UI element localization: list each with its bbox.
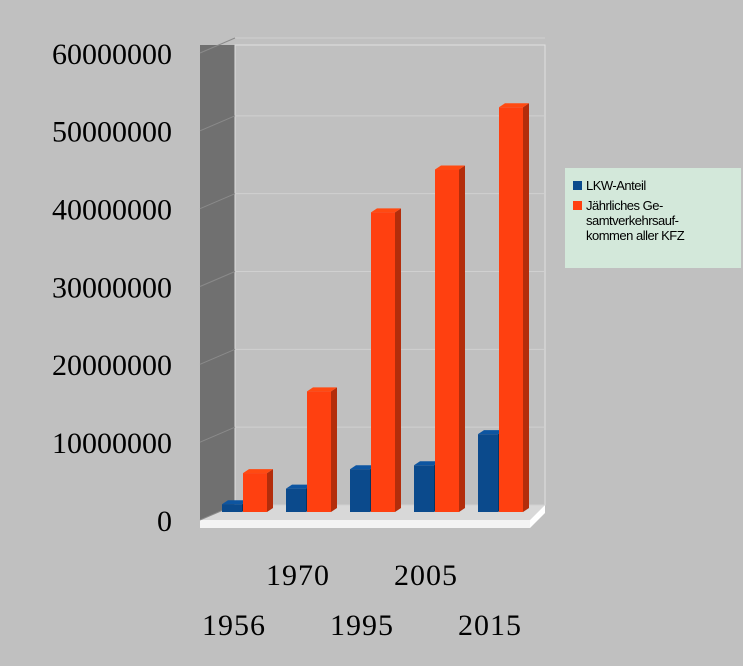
bar-side [459, 165, 465, 513]
grid-line [199, 271, 236, 287]
bar [222, 504, 242, 512]
bar [499, 107, 523, 513]
bar [307, 391, 331, 512]
bar-top [499, 103, 529, 108]
bar-side [331, 387, 337, 512]
grid-line [199, 426, 236, 443]
legend-swatch [573, 201, 582, 210]
y-tick-label: 0 [157, 505, 172, 538]
grid-line [199, 348, 236, 365]
legend-label: Jährliches Ge-samtverkehrsauf-kommen all… [586, 198, 685, 243]
legend-label: LKW-Anteil [586, 178, 646, 193]
bar-top [371, 208, 401, 213]
x-tick-label: 1956 [202, 609, 266, 642]
y-tick-label: 60000000 [52, 38, 172, 71]
bar-top [286, 484, 312, 489]
legend-swatch [573, 181, 582, 190]
bar [478, 434, 498, 512]
side-wall [200, 45, 235, 520]
legend: LKW-Anteil Jährliches Ge-samtverkehrsauf-… [565, 168, 741, 268]
y-tick-label: 20000000 [52, 349, 172, 382]
bar-top [222, 500, 248, 505]
bar-side [523, 103, 529, 513]
bar-top [414, 461, 440, 466]
bar [350, 469, 370, 512]
y-tick-label: 30000000 [52, 271, 172, 304]
bar-side [395, 208, 401, 512]
y-tick-label: 40000000 [52, 194, 172, 227]
bar-top [350, 465, 376, 470]
x-tick-label: 2005 [394, 559, 458, 592]
x-tick-label: 1970 [266, 559, 330, 592]
grid-line [199, 37, 236, 54]
grid-line [199, 115, 236, 132]
bar-top [478, 430, 504, 435]
grid-line [199, 193, 236, 210]
x-tick-label: 1995 [330, 609, 394, 642]
floor-edge [200, 520, 530, 528]
bar [435, 169, 459, 513]
x-tick-label: 2015 [458, 609, 522, 642]
bar [414, 465, 434, 512]
bar [243, 473, 267, 512]
bar-top [307, 387, 337, 392]
y-tick-label: 50000000 [52, 116, 172, 149]
floor-side [530, 505, 545, 528]
bar [371, 212, 395, 512]
y-tick-label: 10000000 [52, 427, 172, 460]
bar-top [435, 165, 465, 170]
bar [286, 488, 306, 512]
bar-top [243, 469, 273, 474]
bar-side [267, 469, 273, 512]
